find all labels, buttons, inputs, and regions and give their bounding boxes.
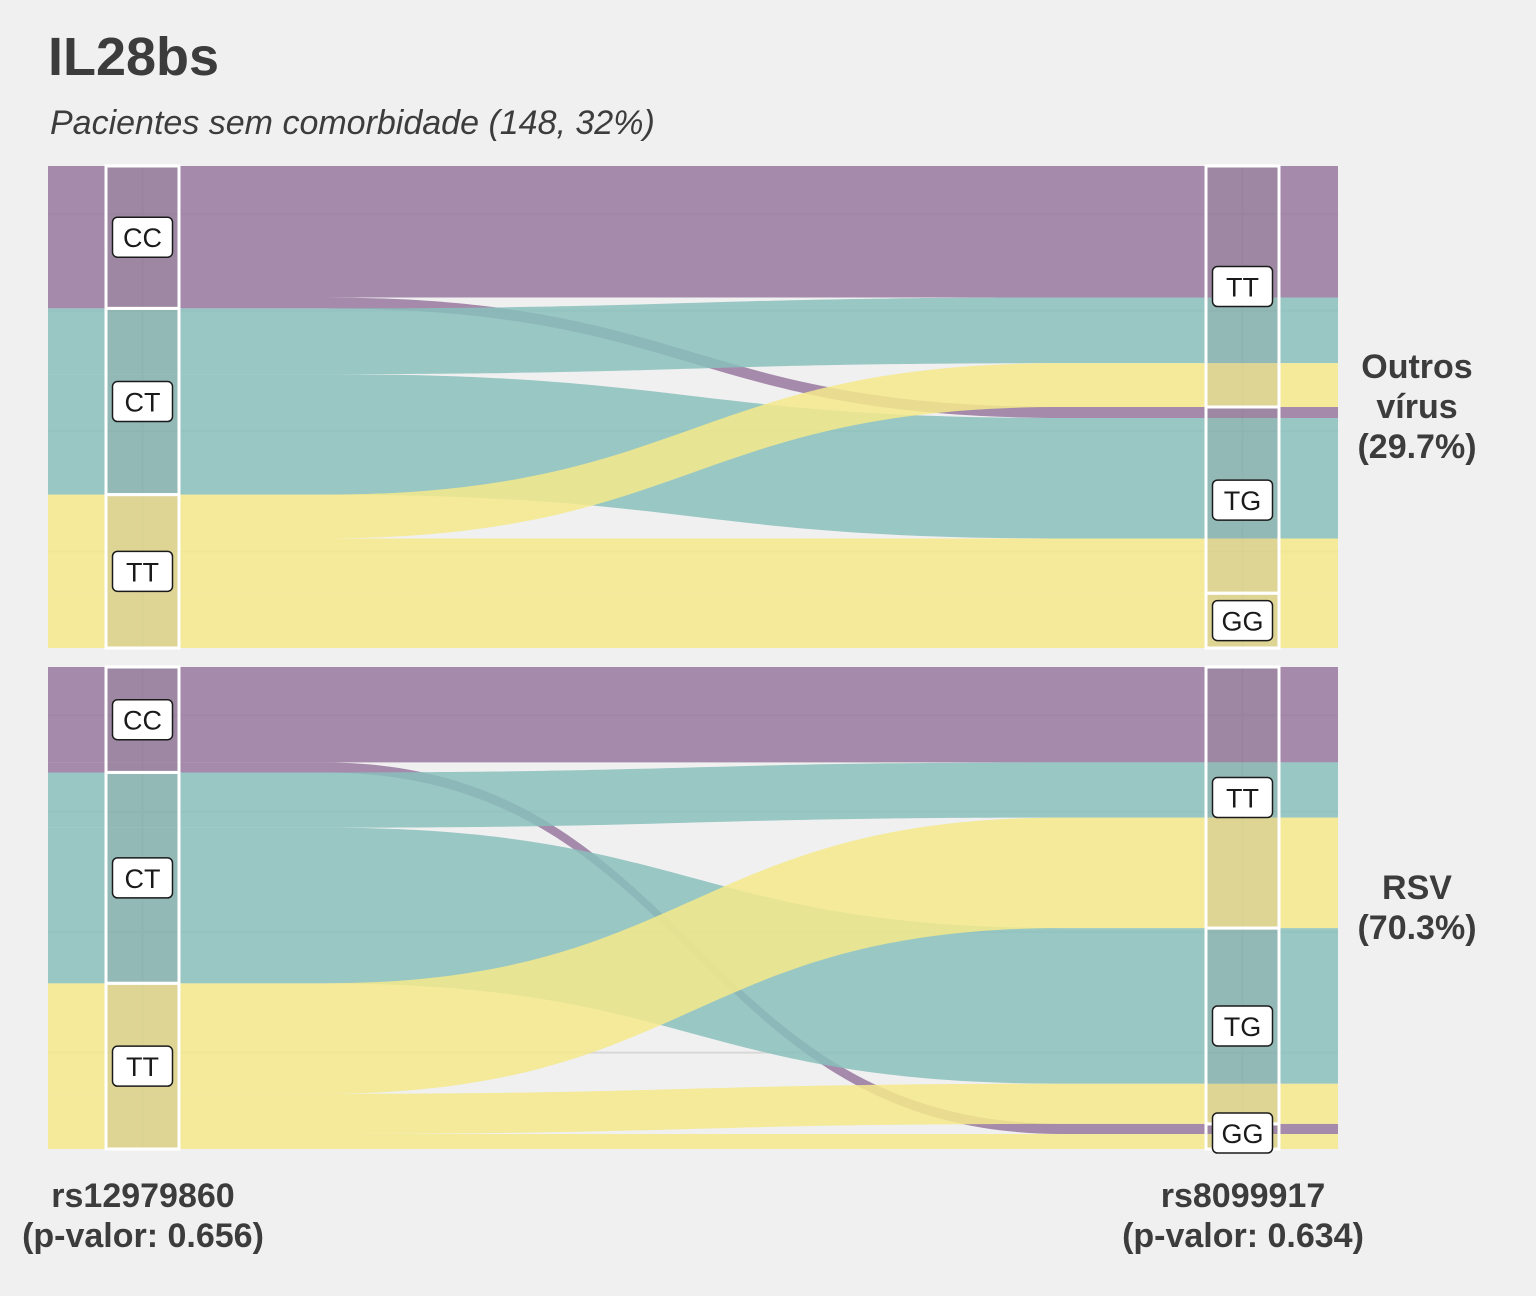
stratum-label-box	[1211, 1005, 1274, 1047]
stratum-label-box	[1211, 1112, 1274, 1154]
flow-tt-gg	[48, 1133, 1338, 1149]
facet-label-line: (29.7%)	[1357, 428, 1477, 466]
flow-ct-tt	[48, 297, 1338, 375]
facet-label-line: Outros	[1361, 348, 1473, 386]
flow-cc-tt	[48, 667, 1338, 763]
stratum-label-tg: TG	[1224, 486, 1262, 516]
facet-label-line: vírus	[1376, 388, 1458, 426]
stratum-label-gg: GG	[1221, 607, 1263, 637]
chart-title: IL28bs	[48, 27, 220, 87]
axis-name: rs12979860	[51, 1177, 235, 1215]
flow-tt-tt	[48, 817, 1338, 1094]
stratum-label-cc: CC	[123, 706, 162, 736]
stratum-label-ct: CT	[125, 864, 161, 894]
stratum-label-tg: TG	[1224, 1012, 1262, 1042]
stratum-label-gg: GG	[1221, 1119, 1263, 1149]
stratum-label-box	[111, 216, 174, 258]
stratum-label-box	[1211, 479, 1274, 521]
facet-label-outros: Outros vírus (29.7%)	[1343, 347, 1491, 467]
stratum-label-box	[111, 857, 174, 899]
stratum-label-tt: TT	[1226, 273, 1259, 303]
stratum-label-tt: TT	[126, 1052, 159, 1082]
flow-tt-tt	[48, 363, 1338, 539]
flow-tt-tg	[48, 1083, 1338, 1134]
axis-name: rs8099917	[1160, 1177, 1326, 1215]
stratum-label-tt: TT	[1226, 784, 1259, 814]
facet-label-rsv: RSV (70.3%)	[1343, 868, 1491, 948]
stratum-label-ct: CT	[125, 388, 161, 418]
stratum-label-box	[111, 1045, 174, 1087]
x-axis-label-rs8099917: rs8099917 (p-valor: 0.634)	[1100, 1176, 1386, 1256]
stratum-label-box	[111, 698, 174, 741]
stratum-label-box	[1211, 265, 1274, 308]
flow-cc-tt	[48, 166, 1338, 298]
chart-subtitle: Pacientes sem comorbidade (148, 32%)	[50, 104, 655, 142]
facet-label-line: RSV	[1382, 869, 1452, 907]
flow-ct-tt	[48, 762, 1338, 828]
facet-label-line: (70.3%)	[1357, 909, 1477, 947]
facet-panel: CC CT TT TT TG GG	[48, 164, 1338, 650]
stratum-label-box	[111, 550, 174, 593]
axis-pvalue: (p-valor: 0.634)	[1122, 1217, 1364, 1255]
stratum-label-cc: CC	[123, 223, 162, 253]
stratum-label-box	[1211, 776, 1274, 819]
stratum-label-box	[111, 380, 174, 423]
facet-panel: CC CT TT TT TG GG	[48, 665, 1338, 1154]
x-axis-label-rs12979860: rs12979860 (p-valor: 0.656)	[0, 1176, 286, 1256]
stratum-label-tt: TT	[126, 557, 159, 587]
axis-pvalue: (p-valor: 0.656)	[22, 1217, 264, 1255]
stratum-label-box	[1211, 599, 1274, 642]
flow-tt-tg	[48, 538, 1338, 594]
flow-tt-gg	[48, 593, 1338, 648]
